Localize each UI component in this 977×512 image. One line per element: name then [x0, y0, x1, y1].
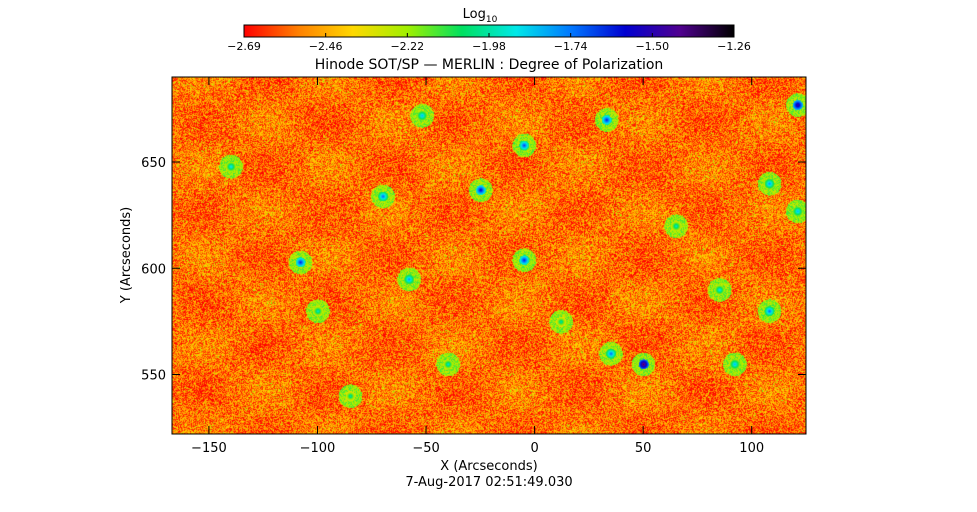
x-axis-label: X (Arcseconds) [440, 459, 537, 474]
y-tick-label: 600 [141, 262, 166, 277]
colorbar-ticks: −2.69 −2.46 −2.22 −1.98 −1.74 −1.50 −1.26 [227, 33, 751, 53]
chart-title: Hinode SOT/SP — MERLIN : Degree of Polar… [315, 57, 664, 73]
colorbar-tick-label: −2.22 [390, 40, 424, 53]
colorbar-tick-label: −1.98 [472, 40, 506, 53]
x-tick-label: 50 [635, 441, 652, 456]
x-axis: −150 −100 −50 0 50 100 [191, 77, 764, 456]
y-axis: 550 600 650 [141, 156, 806, 384]
colorbar-label: Log10 [463, 7, 498, 25]
x-tick-label: −100 [300, 441, 336, 456]
x-tick-label: 0 [530, 441, 538, 456]
x-tick-label: −50 [412, 441, 439, 456]
colorbar: Log10 −2.69 −2.46 −2.22 −1.98 −1.74 −1.50 −1.2… [227, 7, 751, 53]
y-tick-label: 550 [141, 369, 166, 384]
plot-area: −150 −100 −50 0 50 100 550 600 650 [141, 76, 807, 456]
plot-frame [171, 76, 807, 435]
y-tick-label: 650 [141, 156, 166, 171]
y-axis-label: Y (Arcseconds) [119, 207, 134, 304]
x-tick-label: −150 [191, 441, 227, 456]
x-tick-label: 100 [739, 441, 764, 456]
colorbar-tick-label: −2.69 [227, 40, 261, 53]
timestamp: 7-Aug-2017 02:51:49.030 [405, 475, 572, 490]
colorbar-tick-label: −2.46 [309, 40, 343, 53]
colorbar-tick-label: −1.26 [717, 40, 751, 53]
colorbar-tick-label: −1.74 [554, 40, 588, 53]
polarization-heatmap [172, 77, 806, 434]
colorbar-tick-label: −1.50 [635, 40, 669, 53]
